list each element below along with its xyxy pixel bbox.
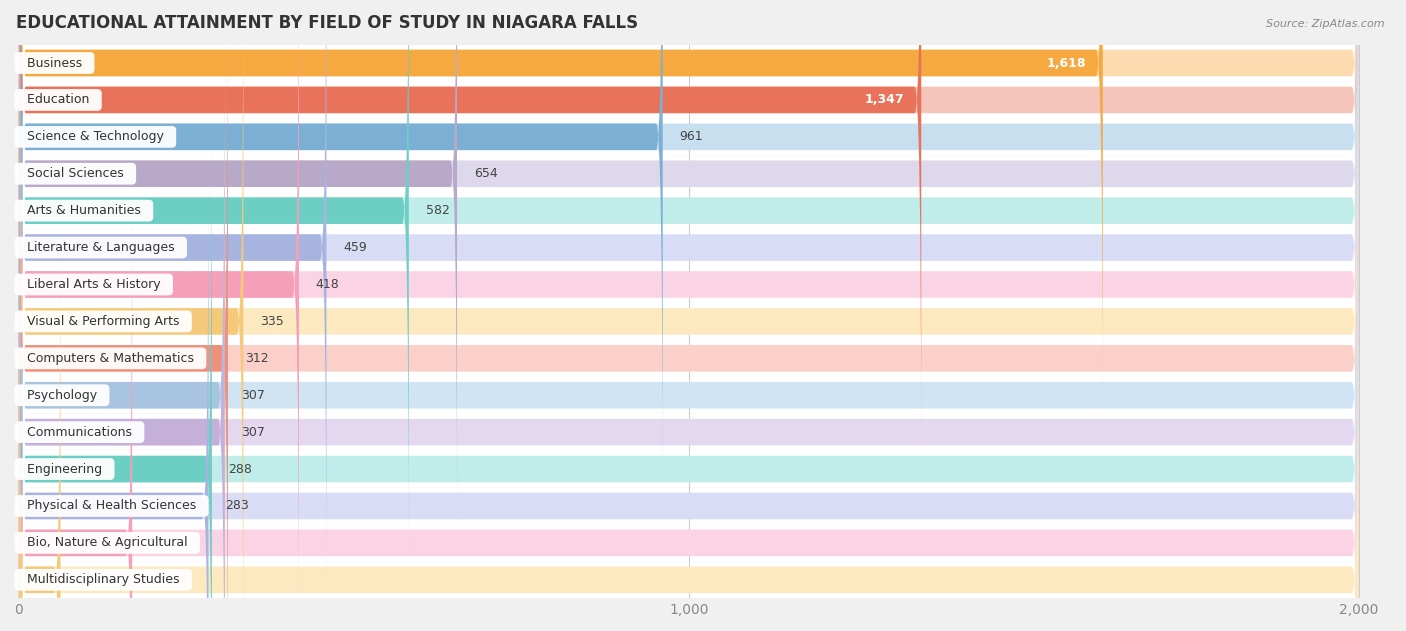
Text: 169: 169 [149,536,173,550]
FancyBboxPatch shape [18,192,1358,229]
Text: Physical & Health Sciences: Physical & Health Sciences [18,500,204,512]
FancyBboxPatch shape [18,224,1358,631]
FancyBboxPatch shape [18,76,225,631]
Text: 1,618: 1,618 [1046,57,1085,69]
Text: 654: 654 [474,167,498,180]
Text: Bio, Nature & Agricultural: Bio, Nature & Agricultural [18,536,195,550]
FancyBboxPatch shape [18,0,243,631]
FancyBboxPatch shape [18,451,1358,488]
FancyBboxPatch shape [18,414,1358,451]
FancyBboxPatch shape [18,150,1358,631]
Text: 283: 283 [225,500,249,512]
FancyBboxPatch shape [18,45,1358,81]
Text: Education: Education [18,93,97,107]
Text: Arts & Humanities: Arts & Humanities [18,204,149,217]
FancyBboxPatch shape [18,0,457,529]
FancyBboxPatch shape [18,0,1102,419]
FancyBboxPatch shape [18,0,921,456]
FancyBboxPatch shape [18,0,662,493]
Text: 312: 312 [245,352,269,365]
Text: Visual & Performing Arts: Visual & Performing Arts [18,315,187,328]
FancyBboxPatch shape [18,187,132,631]
Text: Communications: Communications [18,426,141,439]
Text: Business: Business [18,57,90,69]
Text: EDUCATIONAL ATTAINMENT BY FIELD OF STUDY IN NIAGARA FALLS: EDUCATIONAL ATTAINMENT BY FIELD OF STUDY… [15,14,638,32]
FancyBboxPatch shape [18,0,1358,529]
FancyBboxPatch shape [18,113,1358,631]
FancyBboxPatch shape [18,0,326,603]
FancyBboxPatch shape [18,0,1358,631]
Text: Engineering: Engineering [18,463,110,476]
FancyBboxPatch shape [18,562,1358,598]
Text: 418: 418 [316,278,339,291]
FancyBboxPatch shape [18,3,228,631]
FancyBboxPatch shape [18,303,1358,340]
Text: Source: ZipAtlas.com: Source: ZipAtlas.com [1267,19,1385,29]
Text: 307: 307 [242,426,266,439]
Text: Computers & Mathematics: Computers & Mathematics [18,352,202,365]
FancyBboxPatch shape [18,113,212,631]
FancyBboxPatch shape [18,155,1358,192]
FancyBboxPatch shape [18,488,1358,524]
Text: Psychology: Psychology [18,389,105,402]
FancyBboxPatch shape [18,0,1358,456]
Text: 288: 288 [229,463,253,476]
FancyBboxPatch shape [18,119,1358,155]
FancyBboxPatch shape [18,0,1358,419]
FancyBboxPatch shape [18,0,299,631]
Text: Multidisciplinary Studies: Multidisciplinary Studies [18,574,187,586]
Text: 582: 582 [426,204,450,217]
FancyBboxPatch shape [18,187,1358,631]
FancyBboxPatch shape [18,0,1358,631]
FancyBboxPatch shape [18,377,1358,414]
FancyBboxPatch shape [18,524,1358,562]
FancyBboxPatch shape [18,76,1358,631]
Text: 62: 62 [77,574,93,586]
Text: 459: 459 [343,241,367,254]
FancyBboxPatch shape [18,0,409,567]
Text: Liberal Arts & History: Liberal Arts & History [18,278,169,291]
FancyBboxPatch shape [18,81,1358,119]
FancyBboxPatch shape [18,39,225,631]
Text: Science & Technology: Science & Technology [18,131,172,143]
FancyBboxPatch shape [18,266,1358,303]
FancyBboxPatch shape [18,0,1358,493]
FancyBboxPatch shape [18,224,60,631]
FancyBboxPatch shape [18,0,1358,603]
Text: Literature & Languages: Literature & Languages [18,241,183,254]
FancyBboxPatch shape [18,150,208,631]
FancyBboxPatch shape [18,39,1358,631]
FancyBboxPatch shape [18,0,1358,567]
FancyBboxPatch shape [18,229,1358,266]
Text: Social Sciences: Social Sciences [18,167,132,180]
Text: 335: 335 [260,315,284,328]
Text: 307: 307 [242,389,266,402]
Text: 1,347: 1,347 [865,93,904,107]
FancyBboxPatch shape [18,340,1358,377]
Text: 961: 961 [679,131,703,143]
FancyBboxPatch shape [18,3,1358,631]
